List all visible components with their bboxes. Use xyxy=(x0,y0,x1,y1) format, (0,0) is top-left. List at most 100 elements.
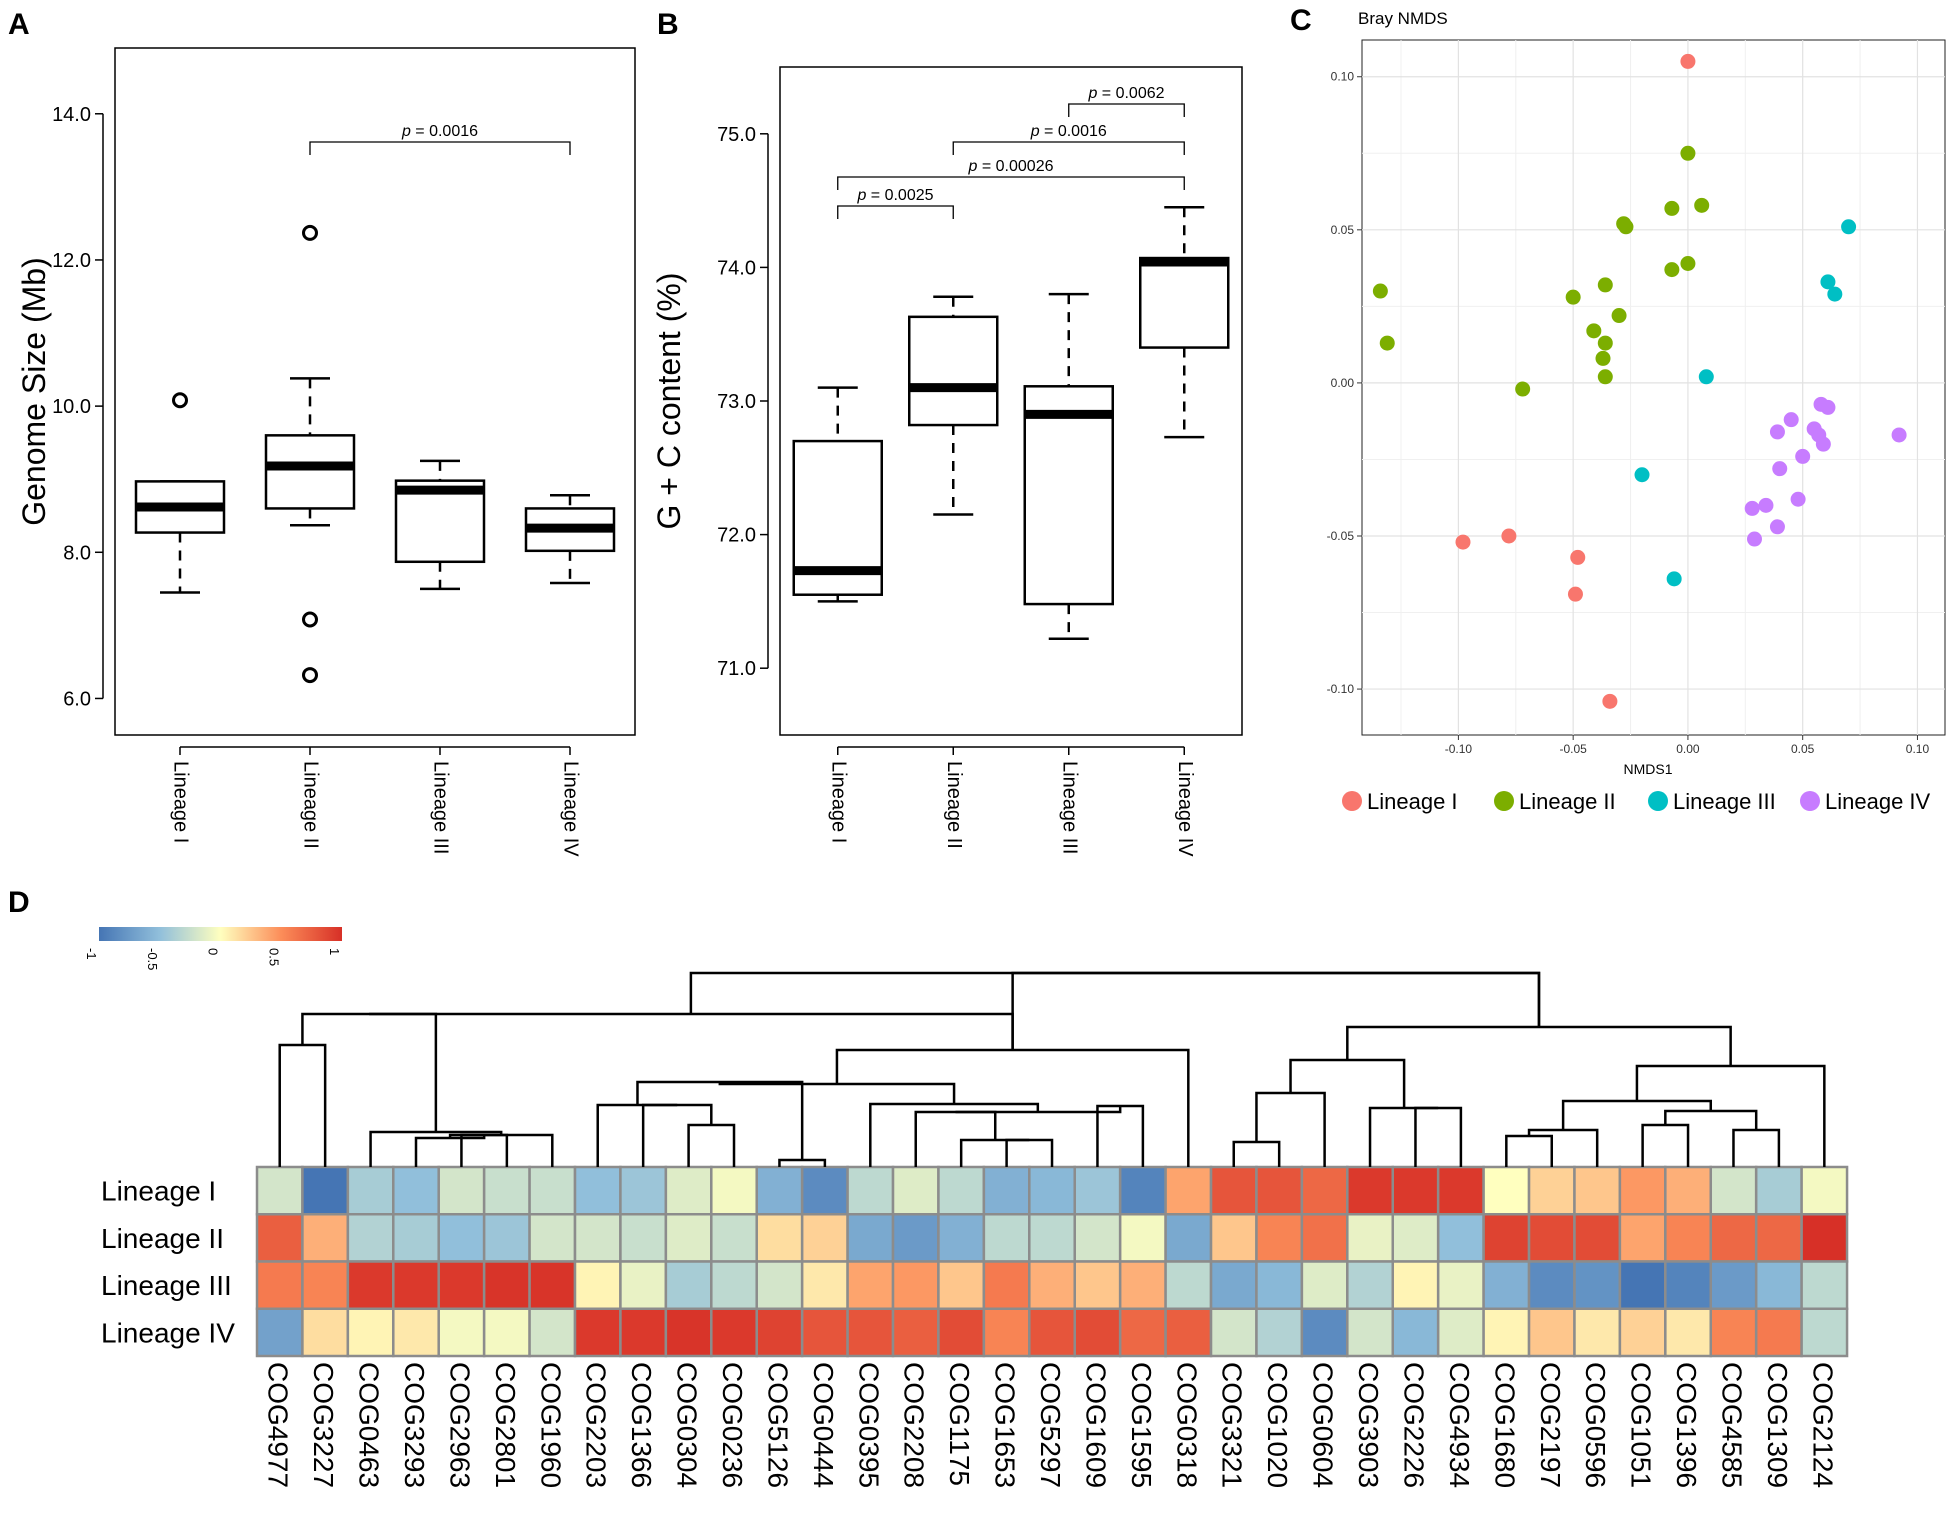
heatmap-cell xyxy=(937,1165,986,1216)
dendrogram-link xyxy=(1505,1134,1554,1167)
dendrogram-link xyxy=(369,1012,1014,1050)
panel-letter-c: C xyxy=(1290,4,1312,37)
heatmap-cell xyxy=(619,1260,668,1310)
legend-key xyxy=(1800,791,1820,811)
y-tick-label: 0.05 xyxy=(1331,223,1355,237)
column-label: COG4934 xyxy=(1444,1362,1475,1488)
row-label: Lineage IV xyxy=(101,1317,235,1348)
heatmap-cell xyxy=(1346,1213,1394,1263)
scatter-legend: Lineage I Lineage II Lineage III Lineage IV xyxy=(1342,789,1931,814)
heatmap-cell xyxy=(846,1213,895,1263)
y-tick-label: 74.0 xyxy=(717,257,756,279)
y-tick-label: -0.05 xyxy=(1327,529,1355,543)
heatmap-cell xyxy=(573,1307,622,1358)
heatmap-cell xyxy=(664,1165,713,1216)
heatmap-cell xyxy=(1209,1213,1258,1263)
x-tick-label: Lineage IV xyxy=(1174,761,1196,857)
heatmap-cell xyxy=(1664,1213,1713,1263)
column-label: COG1960 xyxy=(535,1362,566,1488)
box-4 xyxy=(524,494,616,585)
box-iqr xyxy=(1023,385,1114,606)
heatmap-cell xyxy=(392,1213,440,1263)
heatmap-cell xyxy=(1573,1260,1622,1310)
dendrogram-link xyxy=(278,1043,327,1167)
dendrogram-link xyxy=(1255,1091,1326,1167)
panel-letter-d: D xyxy=(8,886,30,919)
heatmap-cell xyxy=(255,1307,304,1358)
heatmap-cell xyxy=(1573,1165,1622,1216)
column-label: COG0236 xyxy=(717,1362,748,1488)
heatmap-cell xyxy=(1482,1213,1531,1263)
outlier-point xyxy=(302,224,318,241)
heatmap-cell xyxy=(1391,1165,1440,1216)
panel-letter-b: B xyxy=(657,8,679,41)
panel-a-boxplot: 6.0 8.0 10.0 12.0 14.0 Genome Size (Mb) Lineag… xyxy=(16,47,636,857)
heatmap-cell xyxy=(482,1307,531,1358)
heatmap-cell xyxy=(1073,1213,1122,1263)
panel-d-heatmap: -1 -0.5 0 0.5 1 Lineage I Lineage II Lineage II… xyxy=(84,927,1849,1488)
heatmap-cell xyxy=(346,1307,395,1358)
dendrogram-link xyxy=(959,1138,1030,1167)
column-label: COG1609 xyxy=(1080,1362,1111,1488)
box-iqr xyxy=(264,434,356,510)
heatmap-cell xyxy=(437,1307,486,1358)
heatmap-cell xyxy=(1436,1165,1485,1216)
dendrogram-link xyxy=(687,1123,736,1167)
heatmap-cell xyxy=(1800,1307,1849,1358)
scatter-point xyxy=(1664,262,1680,278)
scatter-point xyxy=(1680,145,1696,161)
heatmap-cell xyxy=(755,1307,804,1358)
heatmap-cell xyxy=(1209,1260,1258,1310)
significance-bracket: p = 0.0062 xyxy=(1068,85,1185,117)
column-label: COG5297 xyxy=(1035,1362,1066,1488)
heatmap-cell xyxy=(1028,1213,1076,1263)
heatmap-cell xyxy=(1800,1165,1849,1216)
x-tick-label: Lineage I xyxy=(827,761,849,843)
column-label: COG2197 xyxy=(1535,1362,1566,1488)
column-label: COG1653 xyxy=(990,1362,1021,1488)
heatmap-cell xyxy=(1118,1165,1167,1216)
heatmap-cell xyxy=(1664,1307,1713,1358)
dendrogram-link xyxy=(835,1048,1190,1167)
significance-bracket: p = 0.0016 xyxy=(952,123,1185,155)
scatter-point xyxy=(1586,323,1602,339)
heatmap-cell xyxy=(1255,1260,1304,1310)
heatmap-cell xyxy=(664,1213,713,1263)
x-tick-label: -0.05 xyxy=(1559,742,1587,756)
y-axis-title: Genome Size (Mb) xyxy=(16,257,52,526)
box-1 xyxy=(792,386,883,603)
x-tick-label: Lineage I xyxy=(170,761,192,843)
heatmap-cell xyxy=(1527,1165,1576,1216)
heatmap-cell xyxy=(619,1213,668,1263)
heatmap-cell xyxy=(800,1213,849,1263)
dendrogram-link xyxy=(596,1103,678,1167)
legend-key xyxy=(1494,791,1514,811)
heatmap-cell xyxy=(1573,1213,1622,1263)
dendrogram-link xyxy=(1368,1106,1439,1167)
x-tick-label: Lineage II xyxy=(943,761,965,849)
heatmap-cell xyxy=(255,1260,304,1310)
heatmap-cell xyxy=(1073,1260,1122,1310)
heatmap-cell xyxy=(482,1165,531,1216)
column-label: COG3321 xyxy=(1217,1362,1248,1488)
dendrogram-root xyxy=(1011,971,1541,1050)
heatmap-cell xyxy=(255,1213,304,1263)
column-label: COG1680 xyxy=(1489,1362,1520,1488)
dendrogram-link xyxy=(641,1103,713,1167)
heatmap-cell xyxy=(1346,1307,1394,1358)
heatmap-cell xyxy=(301,1260,350,1310)
plot-frame xyxy=(779,66,1243,736)
outlier-point xyxy=(302,667,318,684)
heatmap-cell xyxy=(1164,1165,1213,1216)
heatmap-cell xyxy=(301,1307,350,1358)
legend-label: Lineage III xyxy=(1673,789,1776,814)
y-tick-label: 0.00 xyxy=(1331,376,1355,390)
heatmap-cell xyxy=(1709,1307,1758,1358)
column-label: COG0395 xyxy=(853,1362,884,1488)
heatmap-cell xyxy=(528,1260,577,1310)
scatter-point xyxy=(1618,219,1634,235)
box-1 xyxy=(134,392,226,594)
scatter-point xyxy=(1891,427,1907,443)
series-lineage-ii xyxy=(1372,145,1710,397)
scatter-point xyxy=(1515,381,1531,397)
